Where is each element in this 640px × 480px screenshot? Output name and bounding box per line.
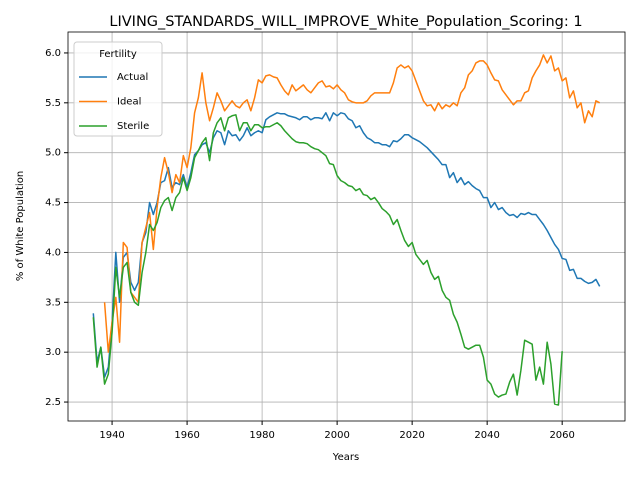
chart-title: LIVING_STANDARDS_WILL_IMPROVE_White_Popu… xyxy=(109,14,582,30)
y-tick-label: 4.0 xyxy=(45,247,61,258)
y-tick-label: 4.5 xyxy=(45,198,61,209)
y-tick-label: 5.5 xyxy=(45,98,61,109)
legend-label: Ideal xyxy=(117,97,141,108)
y-axis-label: % of White Population xyxy=(15,171,26,281)
series-line xyxy=(103,54,601,353)
legend: Fertility Actual Ideal Sterile xyxy=(73,41,163,137)
x-tick-label: 1940 xyxy=(99,430,124,441)
y-tick-label: 3.0 xyxy=(45,347,61,358)
x-tick-label: 1980 xyxy=(249,430,274,441)
legend-label: Actual xyxy=(117,72,148,83)
x-tick-label: 2000 xyxy=(324,430,349,441)
legend-box xyxy=(73,41,163,137)
legend-title: Fertility xyxy=(99,49,137,60)
y-tick-label: 3.5 xyxy=(45,297,61,308)
x-tick-label: 2040 xyxy=(474,430,499,441)
y-tick-label: 5.0 xyxy=(45,148,61,159)
series-line xyxy=(92,114,563,406)
y-tick-label: 6.0 xyxy=(45,48,61,59)
x-tick-label: 1960 xyxy=(174,430,199,441)
x-tick-label: 2020 xyxy=(399,430,424,441)
y-tick-label: 2.5 xyxy=(45,397,61,408)
legend-label: Sterile xyxy=(117,121,149,132)
x-tick-label: 2060 xyxy=(549,430,574,441)
x-axis-label: Years xyxy=(332,452,359,463)
plot-frame xyxy=(67,31,626,422)
series-line xyxy=(92,112,601,378)
